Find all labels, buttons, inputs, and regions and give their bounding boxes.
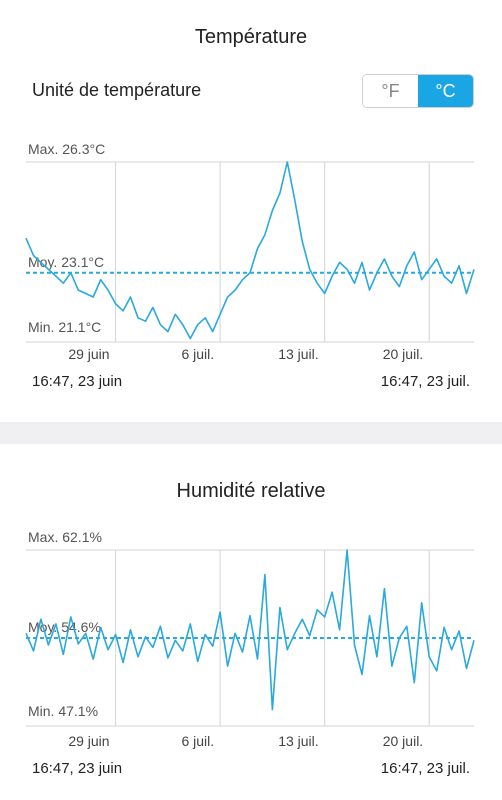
humidity-section: Humidité relative 29 juin 6 juil. 13 juil.… — [0, 444, 502, 800]
temperature-range-start: 16:47, 23 juin — [32, 373, 123, 390]
humidity-title: Humidité relative — [176, 480, 326, 502]
average-label: Moy. 23.1°C — [28, 254, 104, 270]
average-label: Moy. 54.6% — [28, 619, 101, 635]
min-label: Min. 21.1°C — [28, 319, 101, 335]
fahrenheit-button[interactable]: °F — [363, 75, 418, 107]
x-tick-label: 29 juin — [68, 733, 109, 749]
humidity-chart: 29 juin 6 juil. 13 juil. 20 juil. Max. 62.1%… — [25, 529, 475, 749]
x-tick-label: 20 juil. — [383, 346, 423, 362]
data-series-line — [25, 161, 475, 340]
temperature-unit-label: Unité de température — [32, 80, 202, 100]
humidity-range-start: 16:47, 23 juin — [32, 760, 123, 777]
x-tick-label: 20 juil. — [383, 733, 423, 749]
temperature-unit-row: Unité de température °F °C — [0, 74, 502, 108]
temperature-range-end: 16:47, 23 juil. — [380, 373, 470, 390]
x-tick-label: 29 juin — [68, 346, 109, 362]
max-label: Max. 62.1% — [28, 529, 102, 545]
max-label: Max. 26.3°C — [28, 141, 105, 157]
x-tick-label: 13 juil. — [278, 733, 318, 749]
temperature-chart: 29 juin 6 juil. 13 juil. 20 juil. Max. 26.3°… — [25, 141, 475, 362]
temperature-unit-toggle[interactable]: °F °C — [362, 74, 474, 108]
x-tick-label: 6 juil. — [181, 733, 214, 749]
x-tick-label: 13 juil. — [278, 346, 318, 362]
x-tick-label: 6 juil. — [181, 346, 214, 362]
temperature-title: Température — [194, 26, 308, 48]
temperature-section: Température Unité de température °F °C 2… — [0, 26, 502, 390]
humidity-range-end: 16:47, 23 juil. — [380, 760, 470, 777]
min-label: Min. 47.1% — [28, 703, 98, 719]
celsius-button[interactable]: °C — [418, 75, 473, 107]
section-divider — [0, 422, 502, 444]
